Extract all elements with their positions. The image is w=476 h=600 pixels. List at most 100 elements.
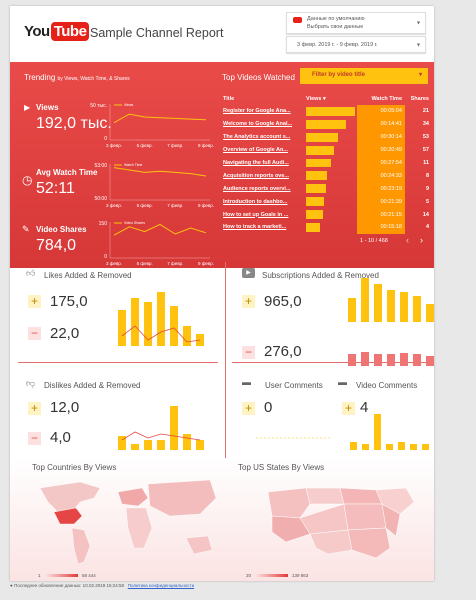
col-views[interactable]: Views ▾: [306, 96, 326, 102]
video-comments-bar: [422, 444, 429, 450]
watch-time-cell: 00:15:18: [357, 221, 405, 234]
shares-value: 784,0: [36, 237, 77, 254]
views-bar-cell: [304, 144, 357, 157]
ytick-label: 50:00: [94, 196, 107, 202]
subs-added-bar: [426, 304, 434, 322]
table-row[interactable]: Navigating the full Audi... 00:27:54 11: [220, 156, 432, 170]
world-map: [39, 479, 217, 565]
table-row[interactable]: Audience reports overvi... 00:23:19 9: [220, 182, 432, 196]
us-states-map: [267, 487, 415, 559]
video-title-link[interactable]: Introduction to dashbo...: [223, 198, 288, 205]
subs-removed-bar: [374, 354, 382, 366]
data-source-control[interactable]: Данные по умолчанию Выбрать свои данные …: [286, 12, 426, 34]
plus-icon: +: [28, 402, 41, 415]
watch-time-cell: 00:21:39: [357, 195, 405, 209]
views-value: 192,0 тыс.: [36, 115, 112, 132]
subs-title: Subscriptions Added & Removed: [262, 271, 379, 280]
video-title-link[interactable]: Audience reports overvi...: [223, 185, 291, 192]
info-icon: ●: [10, 583, 13, 588]
subs-added-bar: [413, 296, 421, 322]
watch-label: Avg Watch Time: [36, 168, 98, 177]
views-bar: [306, 145, 335, 155]
likes-added-value: 175,0: [50, 293, 88, 310]
video-comments-bar: [386, 444, 393, 450]
video-title-link[interactable]: The Analytics account s...: [223, 134, 291, 141]
views-bar-cell: [304, 182, 357, 195]
video-title-link[interactable]: Register for Google Ana...: [223, 108, 291, 115]
views-bar: [306, 107, 355, 116]
subs-added-bar: [348, 298, 356, 322]
youtube-play-icon: ▶: [242, 268, 255, 278]
trending-title: Trending by Views, Watch Time, & Shares: [24, 73, 130, 82]
video-title-link[interactable]: Welcome to Google Anal...: [223, 121, 293, 128]
table-row[interactable]: Introduction to dashbo... 00:21:39 5: [220, 195, 432, 209]
watch-time-cell: 00:21:15: [357, 208, 405, 222]
table-row[interactable]: How to track a marketi... 00:15:18 4: [220, 221, 432, 234]
shares-cell: 14: [422, 211, 429, 218]
dislikes-title: Dislikes Added & Removed: [44, 381, 141, 390]
table-row[interactable]: Register for Google Ana... 00:05:04 21: [220, 105, 432, 118]
report-page: You Tube Sample Channel Report Данные по…: [10, 6, 434, 581]
likes-removed-line: [121, 325, 201, 343]
plus-icon: +: [342, 402, 355, 415]
xtick-label: 7 февр.: [167, 261, 183, 266]
series-line: [113, 223, 207, 236]
video-title-link[interactable]: How to track a marketi...: [223, 224, 287, 231]
likes-title: Likes Added & Removed: [44, 271, 132, 280]
states-title: Top US States By Views: [238, 463, 325, 472]
shares-cell: 53: [422, 134, 429, 141]
video-filter-dropdown[interactable]: Filter by video title ▾: [300, 68, 428, 84]
video-comments-value: 4: [360, 399, 369, 416]
col-title[interactable]: Title: [223, 96, 235, 102]
share-icon: ✎: [22, 224, 30, 234]
states-legend-min: 20: [246, 573, 252, 578]
privacy-link[interactable]: Политика конфиденциальности: [127, 583, 195, 588]
watch-time-cell: 00:30:14: [357, 130, 405, 144]
watch-time-cell: 00:23:19: [357, 182, 405, 196]
minus-icon: −: [28, 432, 41, 445]
user-comments-value: 0: [264, 399, 273, 416]
table-row[interactable]: Acquisition reports ove... 00:24:33 8: [220, 169, 432, 183]
views-bar: [306, 184, 326, 194]
video-comments-title: Video Comments: [356, 381, 418, 390]
views-bar-cell: [304, 208, 357, 221]
next-page-icon[interactable]: ›: [420, 234, 423, 245]
thumbs-up-icon: 👍︎: [26, 268, 36, 278]
shares-cell: 4: [425, 224, 429, 231]
subs-added-value: 965,0: [264, 293, 302, 310]
ytick-label: 0: [104, 136, 107, 142]
comment-icon: ▬: [338, 377, 347, 387]
maps-graphic: 1 58 444 20 139 863: [38, 479, 415, 578]
likes-added-bar: [144, 302, 152, 346]
subs-removed-bar: [400, 353, 408, 366]
video-comments-bar: [374, 414, 381, 450]
col-shares[interactable]: Shares: [410, 96, 429, 102]
video-title-link[interactable]: How to set up Goals in ...: [223, 211, 289, 218]
youtube-logo: You Tube: [24, 22, 90, 41]
divider: [232, 362, 428, 363]
xtick-label: 5 февр.: [137, 203, 153, 208]
report-footer: ● Последнее обновление данных: 10.02.201…: [10, 583, 195, 588]
video-title-link[interactable]: Navigating the full Audi...: [223, 160, 289, 166]
video-title-link[interactable]: Overview of Google An...: [223, 147, 288, 154]
top-videos-table: Title Views ▾ Watch Time Shares Register…: [220, 93, 432, 248]
series-line: [113, 167, 207, 177]
xtick-label: 9 февр.: [198, 203, 214, 208]
likes-added-bar: [183, 326, 191, 346]
table-row[interactable]: Welcome to Google Anal... 00:14:41 34: [220, 117, 432, 131]
thumbs-down-icon: 👎︎: [26, 378, 36, 388]
likes-removed-value: 22,0: [50, 325, 80, 342]
prev-page-icon[interactable]: ‹: [406, 234, 409, 245]
report-title: Sample Channel Report: [90, 26, 224, 40]
video-title-link[interactable]: Acquisition reports ove...: [223, 172, 290, 179]
views-bar: [306, 197, 324, 207]
table-row[interactable]: How to set up Goals in ... 00:21:15 14: [220, 208, 432, 222]
subs-removed-bar: [348, 354, 356, 366]
table-row[interactable]: The Analytics account s... 00:30:14 53: [220, 130, 432, 144]
video-comments-bar: [362, 444, 369, 450]
date-range-control[interactable]: 3 февр. 2019 г. - 9 февр. 2019 г. ▾: [286, 36, 426, 53]
chevron-down-icon: ▾: [416, 20, 420, 27]
table-row[interactable]: Overview of Google An... 00:20:49 57: [220, 143, 432, 157]
watch-time-cell: 00:27:54: [357, 156, 405, 170]
col-watch[interactable]: Watch Time: [371, 96, 402, 102]
